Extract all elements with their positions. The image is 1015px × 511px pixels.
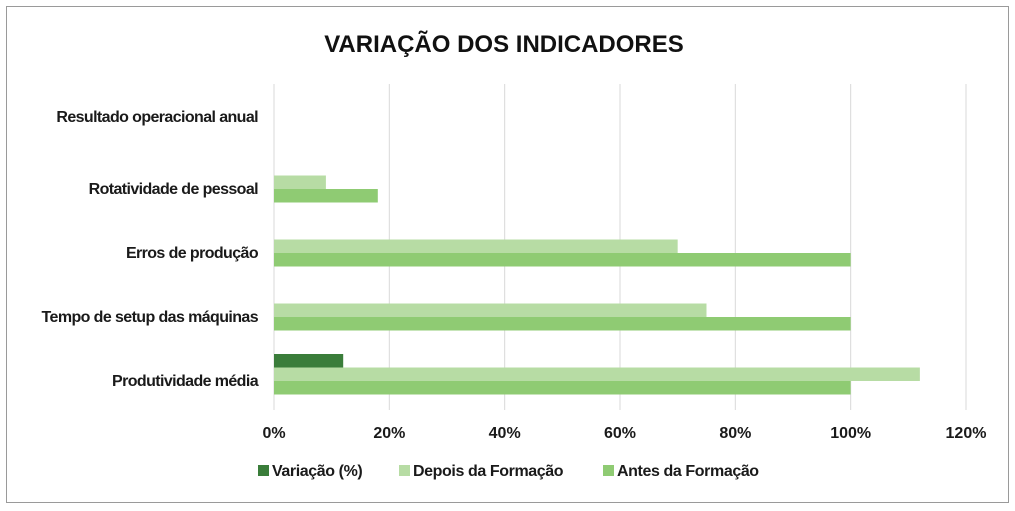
category-labels: Produtividade média Tempo de setup das má… — [42, 109, 260, 390]
bars-group — [274, 175, 920, 395]
bar-antes-da-forma-o — [274, 381, 851, 395]
legend-swatch — [258, 465, 269, 476]
legend-swatch — [603, 465, 614, 476]
legend-label: Variação (%) — [272, 463, 362, 480]
category-label: Produtividade média — [112, 373, 259, 390]
category-label: Erros de produção — [126, 245, 259, 262]
x-tick-label: 120% — [946, 425, 987, 442]
legend-swatch — [399, 465, 410, 476]
category-label: Tempo de setup das máquinas — [42, 309, 259, 326]
category-label: Rotatividade de pessoal — [89, 181, 259, 198]
bar-depois-da-forma-o — [274, 303, 707, 317]
bar-varia-o — [274, 354, 344, 368]
bar-antes-da-forma-o — [274, 253, 851, 267]
bar-antes-da-forma-o — [274, 317, 851, 331]
bar-depois-da-forma-o — [274, 239, 678, 253]
bar-depois-da-forma-o — [274, 367, 920, 381]
x-tick-label: 80% — [719, 425, 751, 442]
category-label: Resultado operacional anual — [56, 109, 258, 126]
x-tick-label: 20% — [373, 425, 405, 442]
legend-label: Antes da Formação — [617, 463, 759, 480]
x-tick-labels: 0% 20% 40% 60% 80% 100% 120% — [262, 425, 986, 442]
x-tick-label: 40% — [489, 425, 521, 442]
bar-antes-da-forma-o — [274, 189, 378, 203]
x-tick-label: 100% — [830, 425, 871, 442]
x-tick-label: 0% — [262, 425, 285, 442]
chart-title: VARIAÇÃO DOS INDICADORES — [324, 30, 684, 58]
legend-label: Depois da Formação — [413, 463, 564, 480]
x-tick-label: 60% — [604, 425, 636, 442]
bar-depois-da-forma-o — [274, 175, 326, 189]
legend: Variação (%) Depois da Formação Antes da F… — [258, 463, 760, 480]
